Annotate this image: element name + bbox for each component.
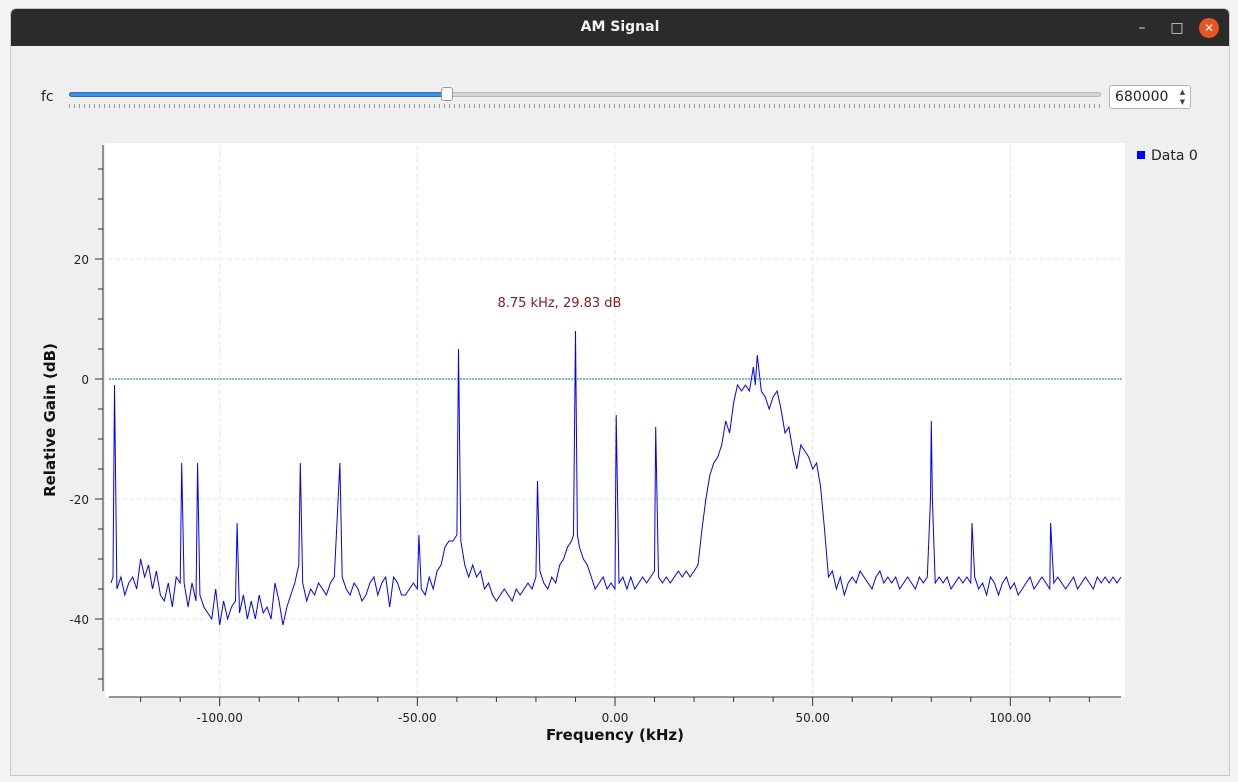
series-data-0 bbox=[110, 330, 1122, 626]
legend-swatch bbox=[1137, 151, 1145, 159]
minimize-icon[interactable]: – bbox=[1138, 20, 1146, 36]
fc-value[interactable]: 680000 bbox=[1115, 89, 1169, 105]
x-tick-label: 100.00 bbox=[989, 711, 1031, 725]
y-tick-label: -20 bbox=[69, 493, 89, 507]
y-ticks: 20 0 -20 -40 bbox=[69, 168, 103, 680]
spin-down-icon[interactable]: ▼ bbox=[1179, 98, 1186, 106]
y-axis-label: Relative Gain (dB) bbox=[41, 343, 59, 497]
x-ticks: -100.00 -50.00 0.00 50.00 100.00 bbox=[140, 697, 1090, 725]
x-tick-label: 0.00 bbox=[602, 711, 629, 725]
x-axis-label: Frequency (kHz) bbox=[546, 726, 684, 744]
y-tick-label: 0 bbox=[81, 373, 89, 387]
slider-ticks bbox=[69, 104, 1101, 108]
x-tick-label: -50.00 bbox=[398, 711, 437, 725]
fc-slider[interactable] bbox=[69, 87, 1101, 113]
title-bar: AM Signal – □ ✕ bbox=[11, 9, 1229, 46]
close-icon[interactable]: ✕ bbox=[1199, 18, 1219, 38]
legend-entry-data-0: Data 0 bbox=[1151, 148, 1198, 164]
window-title: AM Signal bbox=[580, 19, 660, 35]
legend: Data 0 bbox=[1137, 148, 1198, 164]
maximize-icon[interactable]: □ bbox=[1170, 20, 1184, 36]
fc-label: fc bbox=[41, 89, 54, 105]
fc-spinbox[interactable]: 680000 ▲ ▼ bbox=[1109, 85, 1191, 109]
y-tick-label: 20 bbox=[74, 253, 89, 267]
frequency-plot: 20 0 -20 -40 -100.00 -50.00 0.00 50.00 100.00 8… bbox=[41, 143, 1125, 744]
slider-handle[interactable] bbox=[440, 87, 453, 101]
x-tick-label: -100.00 bbox=[197, 711, 243, 725]
x-tick-label: 50.00 bbox=[795, 711, 829, 725]
app-window: AM Signal – □ ✕ fc 680000 ▲ ▼ 20 0 -20 -40 … bbox=[10, 8, 1230, 776]
peak-annotation: 8.75 kHz, 29.83 dB bbox=[497, 296, 621, 311]
y-tick-label: -40 bbox=[69, 613, 89, 627]
spin-up-icon[interactable]: ▲ bbox=[1179, 88, 1186, 96]
